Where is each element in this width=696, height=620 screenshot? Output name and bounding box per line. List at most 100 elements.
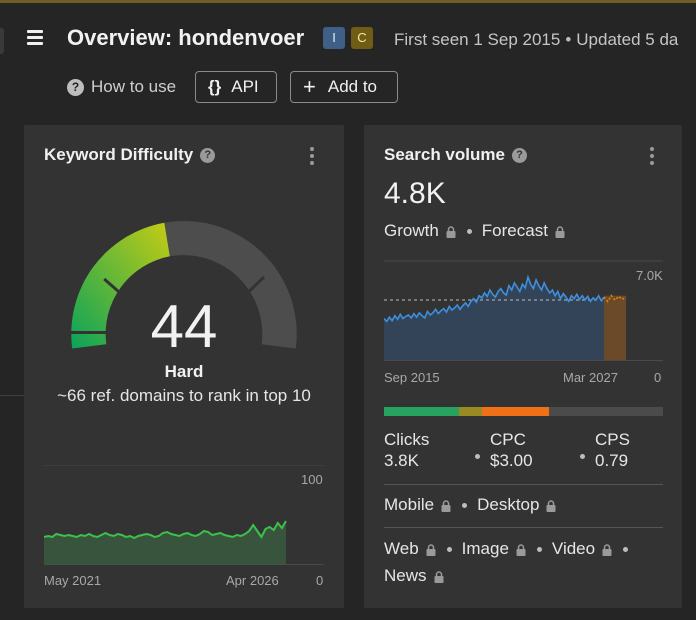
lock-icon: [441, 500, 451, 512]
updated-text: Updated 5 da: [576, 30, 679, 49]
kd-chart-xend: Apr 2026: [226, 573, 279, 588]
separator-dot: [446, 546, 452, 552]
intent-segment-commercial[interactable]: [481, 407, 549, 416]
cps-label: CPS: [595, 430, 630, 449]
sv-chart-xend: Mar 2027: [563, 370, 618, 385]
video-label[interactable]: Video: [551, 539, 596, 558]
top-accent-line: [0, 0, 696, 3]
intent-segment-rest[interactable]: [548, 407, 663, 416]
kd-chart-xstart: May 2021: [44, 573, 102, 588]
intent-segment-navigational[interactable]: [384, 407, 460, 416]
kd-chart-ymin: 0: [316, 573, 324, 588]
kd-help-icon[interactable]: ?: [200, 147, 216, 163]
help-icon: ?: [67, 78, 84, 96]
separator-dot: [466, 228, 472, 234]
plus-icon: +: [303, 74, 316, 99]
sv-title-text: Search volume: [384, 145, 505, 164]
sidebar-divider: [0, 395, 24, 396]
kd-description: ~66 ref. domains to rank in top 10: [57, 386, 311, 405]
kd-difficulty-label: Hard: [164, 362, 204, 381]
sv-card-title: Search volume ?: [384, 145, 527, 165]
page-header: Overview: hondenvoer I C First seen 1 Se…: [0, 0, 696, 120]
divider: [384, 484, 663, 485]
search-volume-chart[interactable]: [384, 260, 663, 362]
separator-dot: [623, 546, 629, 552]
intent-badge-informational[interactable]: I: [323, 27, 345, 49]
sv-history-line: [384, 274, 605, 323]
sv-help-icon[interactable]: ?: [511, 147, 527, 163]
intent-badge-commercial[interactable]: C: [351, 27, 373, 49]
image-label[interactable]: Image: [461, 539, 509, 558]
first-seen-text: First seen 1 Sep 2015: [394, 30, 561, 49]
clicks-metric: Clicks 3.8K: [384, 429, 429, 471]
sv-chart-ymin: 0: [654, 370, 662, 385]
search-volume-card: Search volume ? 4.8K Growth Forecast 7.0…: [364, 125, 682, 608]
how-to-use-label: How to use: [91, 77, 177, 96]
cpc-metric: CPC $3.00: [490, 429, 533, 471]
cps-metric: CPS 0.79: [595, 429, 630, 471]
lock-icon: [602, 544, 612, 556]
desktop-label[interactable]: Desktop: [477, 495, 540, 514]
news-label[interactable]: News: [384, 566, 427, 585]
add-to-button-label: Add to: [327, 77, 378, 96]
search-volume-value: 4.8K: [384, 177, 446, 210]
page-title: Overview: hondenvoer: [67, 25, 305, 50]
sv-more-options-icon[interactable]: [649, 147, 655, 165]
kd-chart-ymax: 100: [301, 472, 323, 487]
gauge-fill: [71, 222, 170, 349]
keyword-difficulty-card: Keyword Difficulty ? 44 Hard ~66 ref. do…: [24, 125, 344, 608]
gauge-track: [164, 221, 297, 349]
lock-icon: [555, 226, 565, 238]
mobile-label[interactable]: Mobile: [384, 495, 435, 514]
kd-gauge: [69, 221, 297, 349]
api-button[interactable]: {} API: [195, 71, 277, 103]
how-to-use-link[interactable]: ? How to use: [67, 77, 176, 97]
serp-feature-types-wrap: News: [384, 566, 445, 586]
gauge-tick-high: [238, 275, 266, 302]
kd-history-area: [44, 521, 286, 565]
meta-separator: •: [565, 30, 572, 49]
clicks-label: Clicks: [384, 430, 430, 449]
kd-score: 44: [150, 293, 218, 360]
sv-history-area: [384, 277, 604, 360]
cpc-value: $3.00: [490, 451, 533, 470]
divider: [384, 527, 663, 528]
metric-separator: [475, 454, 480, 459]
kd-history-line: [44, 520, 287, 540]
code-braces-icon: {}: [208, 77, 222, 96]
metric-separator: [580, 454, 585, 459]
kd-title-text: Keyword Difficulty: [44, 145, 194, 164]
gauge-tick-low: [103, 277, 128, 301]
separator-dot: [462, 502, 468, 508]
sv-chart-xstart: Sep 2015: [384, 370, 440, 385]
sv-chart-ymax: 7.0K: [636, 268, 663, 283]
add-to-button[interactable]: + Add to: [290, 71, 398, 103]
sv-forecast-area: [604, 295, 626, 360]
kd-history-chart[interactable]: [44, 465, 324, 565]
lock-icon: [446, 226, 456, 238]
cpc-label: CPC: [490, 430, 526, 449]
forecast-label[interactable]: Forecast: [481, 221, 548, 240]
web-label[interactable]: Web: [384, 539, 419, 558]
lock-icon: [516, 544, 526, 556]
traffic-metrics: Clicks 3.8K CPC $3.00 CPS 0.79: [384, 429, 663, 479]
separator-dot: [536, 546, 542, 552]
intent-segment-informational[interactable]: [459, 407, 482, 416]
hamburger-menu-icon[interactable]: [25, 28, 47, 48]
api-button-label: API: [231, 77, 259, 96]
cps-value: 0.79: [595, 451, 629, 470]
device-breakdown: Mobile Desktop: [384, 495, 557, 515]
sv-growth-forecast: Growth Forecast: [384, 221, 566, 241]
sv-forecast-line: [603, 294, 627, 303]
clicks-value: 3.8K: [384, 451, 419, 470]
serp-feature-types: Web Image Video: [384, 539, 638, 559]
kd-card-title: Keyword Difficulty ?: [44, 145, 216, 165]
lock-icon: [434, 571, 444, 583]
kd-more-options-icon[interactable]: [309, 147, 315, 165]
lock-icon: [546, 500, 556, 512]
keyword-meta: First seen 1 Sep 2015 • Updated 5 da: [394, 30, 678, 50]
growth-label[interactable]: Growth: [384, 221, 439, 240]
sidebar-edge[interactable]: [0, 28, 4, 54]
lock-icon: [426, 544, 436, 556]
intent-distribution-bar[interactable]: [384, 407, 663, 416]
